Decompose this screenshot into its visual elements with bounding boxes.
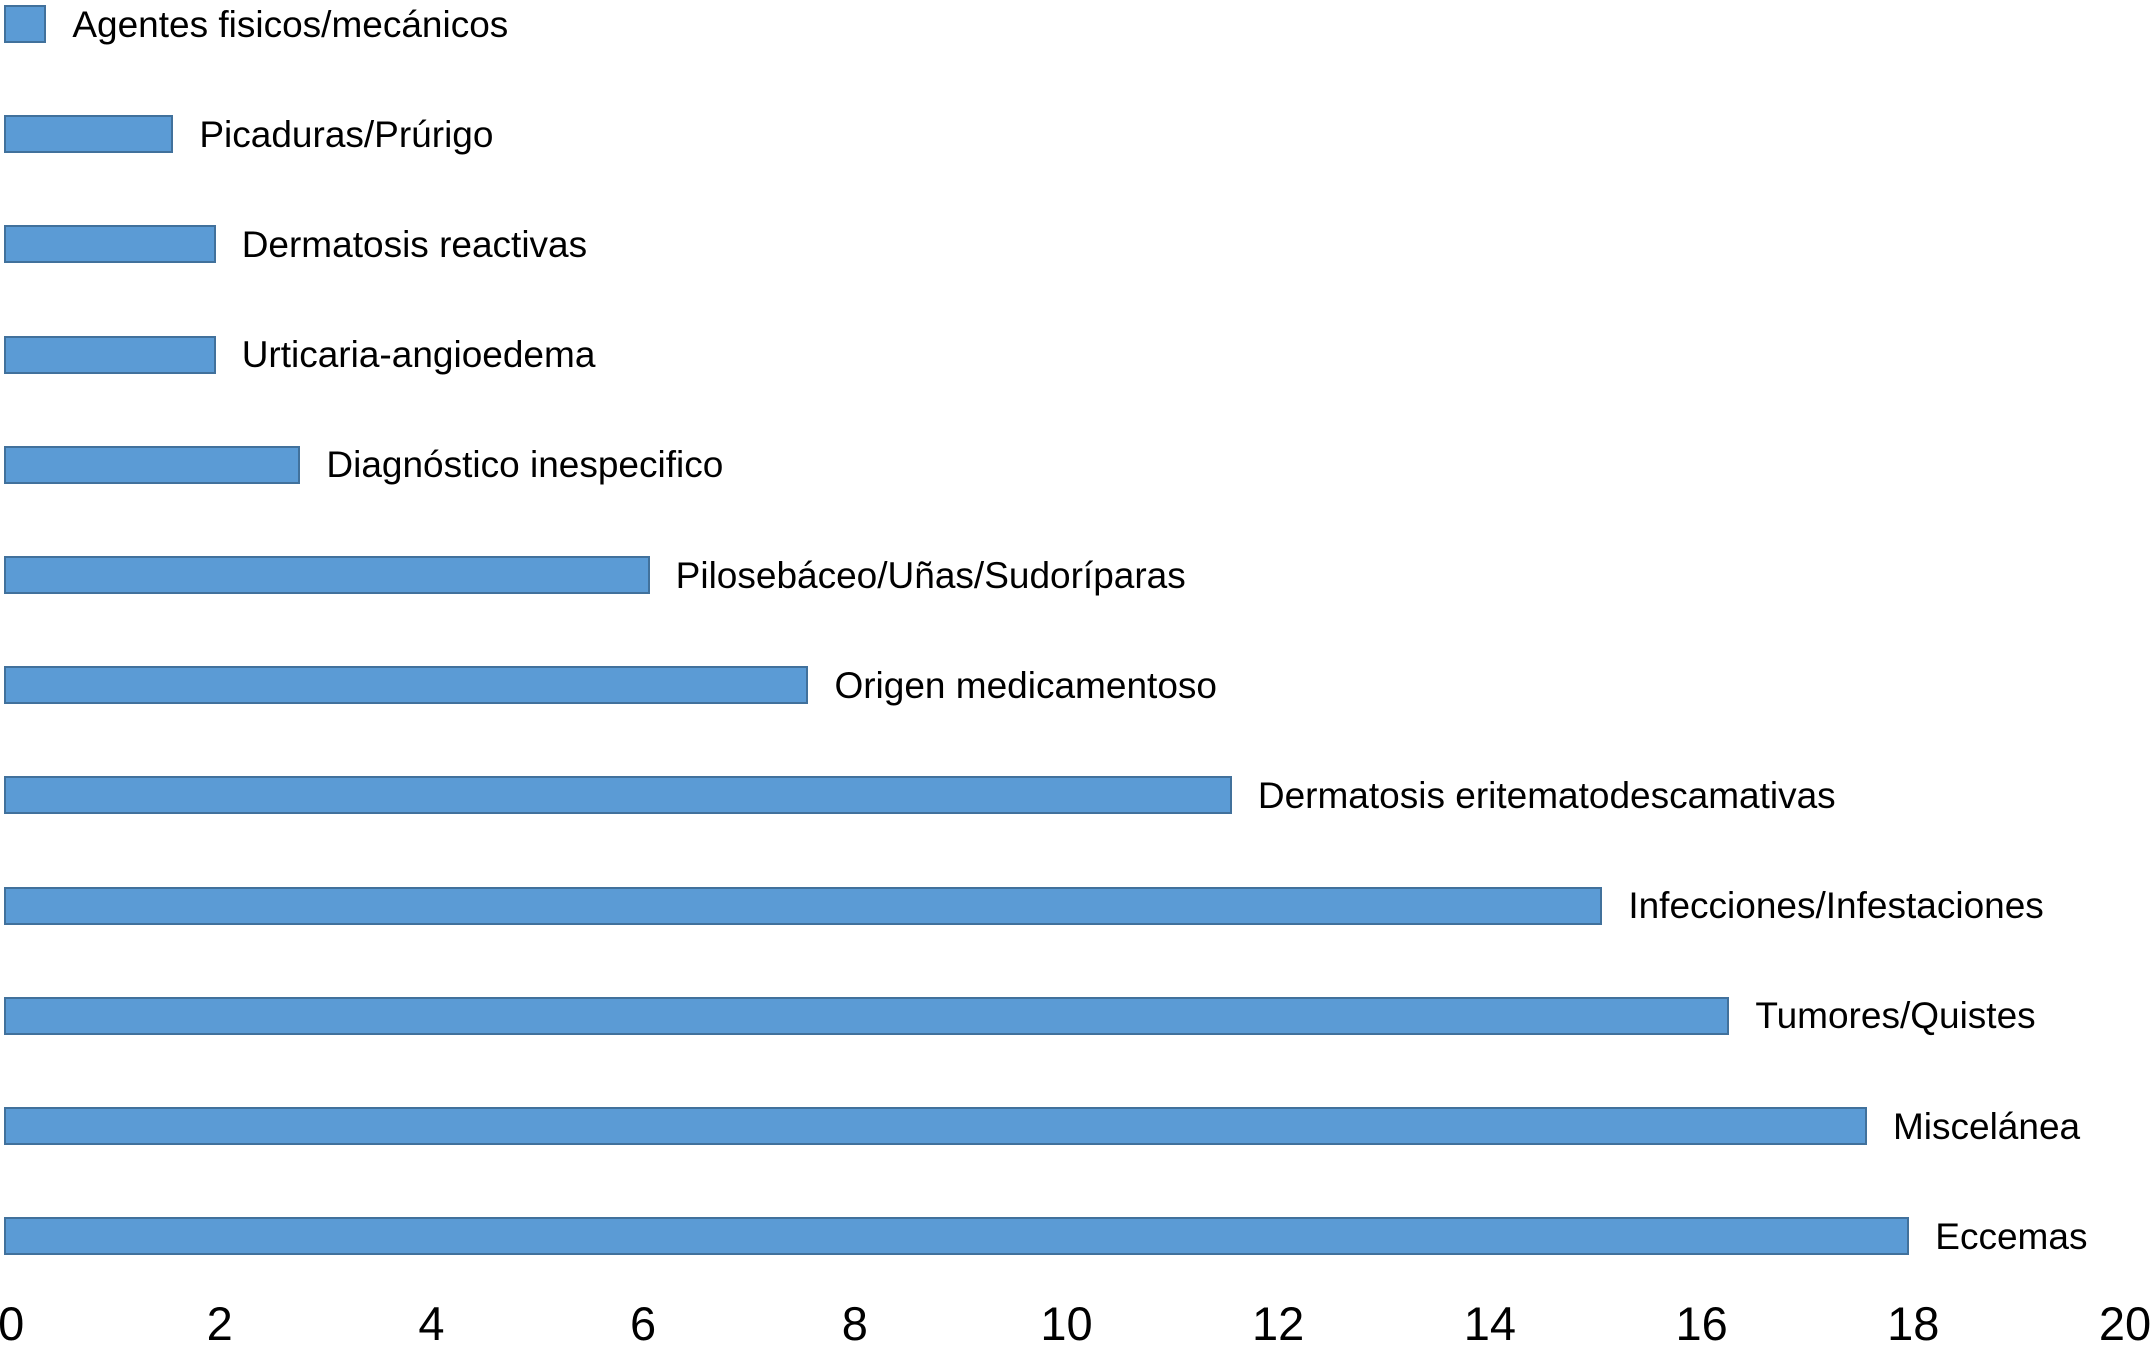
bar-row: Tumores/Quistes bbox=[4, 995, 2036, 1037]
bar-label: Agentes fisicos/mecánicos bbox=[72, 3, 509, 45]
x-axis-tick: 14 bbox=[1463, 1297, 1517, 1350]
bar-label: Eccemas bbox=[1935, 1215, 2088, 1257]
bar bbox=[4, 335, 216, 374]
x-axis-tick: 0 bbox=[0, 1297, 25, 1350]
x-axis-tick: 4 bbox=[418, 1297, 445, 1350]
bar-label: Picaduras/Prúrigo bbox=[199, 113, 494, 155]
bar bbox=[4, 666, 809, 705]
x-axis-tick: 6 bbox=[630, 1297, 657, 1350]
bar-label: Infecciones/Infestaciones bbox=[1628, 885, 2044, 927]
bar bbox=[4, 115, 174, 154]
bar-label: Urticaria-angioedema bbox=[241, 334, 596, 376]
bar-row: Urticaria-angioedema bbox=[4, 334, 595, 376]
x-axis-tick: 16 bbox=[1675, 1297, 1728, 1350]
bar bbox=[4, 1107, 1867, 1145]
bar bbox=[4, 996, 1730, 1035]
bar-label: Origen medicamentoso bbox=[834, 664, 1217, 706]
bar-label: Tumores/Quistes bbox=[1755, 995, 2036, 1037]
bar-row: Picaduras/Prúrigo bbox=[4, 113, 493, 155]
bar bbox=[4, 225, 216, 264]
bar-label: Diagnóstico inespecifico bbox=[326, 444, 724, 486]
bar-row: Dermatosis reactivas bbox=[4, 223, 587, 265]
bar-row: Dermatosis eritematodescamativas bbox=[4, 774, 1836, 816]
bar bbox=[4, 556, 650, 594]
x-axis-tick: 18 bbox=[1887, 1297, 1940, 1350]
bar-row: Pilosebáceo/Uñas/Sudoríparas bbox=[4, 554, 1186, 596]
bar-label: Dermatosis eritematodescamativas bbox=[1257, 774, 1836, 816]
bar bbox=[4, 445, 301, 484]
bar-label: Dermatosis reactivas bbox=[241, 223, 588, 265]
bar-row: Miscelánea bbox=[4, 1105, 2080, 1147]
bar-row: Origen medicamentoso bbox=[4, 664, 1217, 706]
bar bbox=[4, 886, 1603, 925]
x-axis-tick: 2 bbox=[206, 1297, 233, 1350]
bar-row: Agentes fisicos/mecánicos bbox=[4, 3, 508, 45]
x-axis: 0 2 4 6 8 10 12 14 16 18 20 bbox=[0, 1300, 2156, 1360]
x-axis-tick: 8 bbox=[841, 1297, 868, 1350]
x-axis-tick: 10 bbox=[1040, 1297, 1093, 1350]
bar-row: Diagnóstico inespecifico bbox=[4, 444, 723, 486]
bar-label: Miscelánea bbox=[1892, 1105, 2081, 1147]
bar-row: Infecciones/Infestaciones bbox=[4, 885, 2044, 927]
bar-row: Eccemas bbox=[4, 1215, 2087, 1257]
bar bbox=[4, 1217, 1910, 1256]
bar bbox=[4, 776, 1232, 815]
bar bbox=[4, 5, 47, 43]
bar-label: Pilosebáceo/Uñas/Sudoríparas bbox=[675, 554, 1186, 596]
x-axis-tick: 12 bbox=[1252, 1297, 1305, 1350]
x-axis-tick: 20 bbox=[2098, 1297, 2152, 1350]
